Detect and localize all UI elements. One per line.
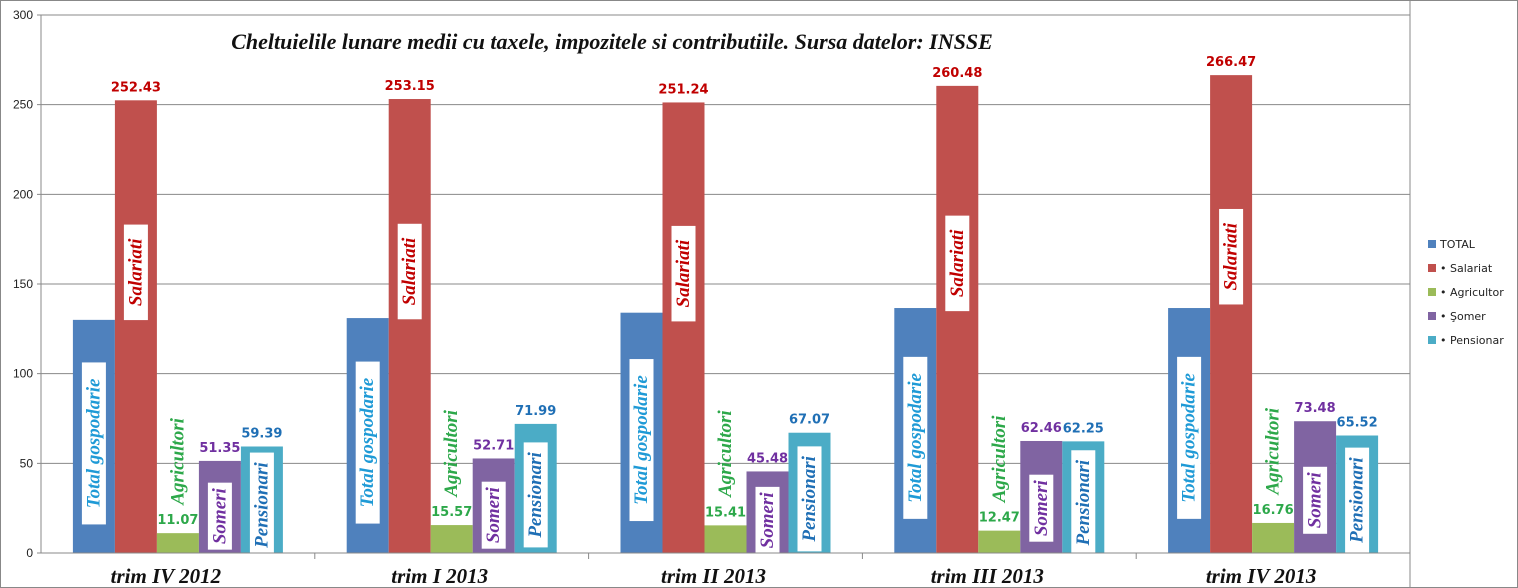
bar-inner-label: Pensionari (799, 455, 820, 542)
bar-label-box (523, 442, 548, 548)
bar-inner-label: Someri (209, 487, 230, 544)
bar-inner-label: Someri (757, 492, 778, 549)
bar-inner-label: Pensionari (1347, 457, 1368, 544)
bar-salariat (1210, 75, 1253, 554)
bar-label-box (123, 224, 148, 321)
bar-inner-label: Someri (483, 486, 504, 543)
bar-label-box (1177, 356, 1202, 519)
legend-swatch (1428, 288, 1436, 296)
legend-entry: • Salariat (1440, 262, 1493, 275)
bar-inner-label: Total gospodarie (357, 377, 378, 507)
data-label: 12.47 (979, 511, 1020, 526)
bar-salariat (388, 99, 431, 553)
legend-swatch (1428, 336, 1436, 344)
y-tick-label: 150 (13, 277, 33, 291)
data-label: 45.48 (747, 451, 788, 466)
bar-label-box (355, 361, 380, 524)
bar-label-box (81, 362, 106, 525)
data-label: 16.76 (1253, 503, 1294, 518)
bar-inner-label: Pensionari (1073, 459, 1094, 546)
y-tick-label: 0 (26, 546, 33, 560)
bar-inner-label: Salariati (399, 237, 420, 305)
bar-label-box (671, 225, 696, 322)
x-category-label: trim II 2013 (661, 564, 766, 588)
bar-label-box (945, 215, 970, 312)
bar-salariat (662, 102, 705, 553)
bar-salariat (114, 100, 157, 553)
data-label: 253.15 (385, 79, 435, 94)
bar-inner-label: Agricultori (167, 417, 188, 505)
bar-inner-label: Salariati (125, 238, 146, 306)
y-tick-label: 300 (13, 8, 33, 22)
legend-swatch (1428, 312, 1436, 320)
bar-inner-label: Total gospodarie (1179, 372, 1200, 502)
data-label: 73.48 (1295, 401, 1336, 416)
bar-label-box (797, 446, 822, 552)
bar-inner-label: Someri (1305, 472, 1326, 529)
data-label: 252.43 (111, 80, 161, 95)
x-category-label: trim IV 2012 (111, 564, 222, 588)
x-category-label: trim III 2013 (931, 564, 1044, 588)
bar-label-box (1303, 466, 1328, 534)
data-label: 59.39 (241, 426, 282, 441)
chart-title: Cheltuielile lunare medii cu taxele, imp… (231, 29, 993, 54)
bar-inner-label: Pensionari (251, 462, 272, 549)
legend-swatch (1428, 240, 1436, 248)
legend-entry: TOTAL (1439, 238, 1476, 251)
legend-entry: • Şomer (1440, 310, 1486, 323)
bar-salariat (936, 85, 979, 554)
legend-swatch (1428, 264, 1436, 272)
bar-label-box (755, 486, 780, 554)
bar-inner-label: Salariati (1221, 222, 1242, 290)
data-label: 251.24 (658, 82, 708, 97)
bar-label-box (1071, 450, 1096, 556)
bar-agricultor (156, 533, 199, 553)
data-label: 15.41 (705, 505, 746, 520)
bar-inner-label: Someri (1031, 479, 1052, 536)
data-label: 62.46 (1021, 421, 1062, 436)
data-label: 67.07 (789, 413, 830, 428)
bar-agricultor (1252, 522, 1295, 553)
data-label: 266.47 (1206, 55, 1256, 70)
data-label: 52.71 (473, 438, 514, 453)
bar-label-box (1029, 474, 1054, 542)
data-label: 15.57 (431, 505, 472, 520)
bar-inner-label: Total gospodarie (631, 375, 652, 505)
legend-entry: • Pensionar (1440, 334, 1504, 347)
bar-inner-label: Agricultori (715, 410, 736, 498)
y-tick-label: 250 (13, 98, 33, 112)
bar-agricultor (430, 525, 473, 553)
bar-agricultor (978, 530, 1021, 553)
bar-inner-label: Agricultori (989, 415, 1010, 503)
bar-inner-label: Pensionari (525, 451, 546, 538)
y-tick-label: 50 (20, 456, 34, 470)
bar-inner-label: Total gospodarie (83, 378, 104, 508)
bar-inner-label: Agricultori (441, 409, 462, 497)
x-category-label: trim I 2013 (391, 564, 488, 588)
y-tick-label: 100 (13, 367, 33, 381)
bar-agricultor (704, 525, 747, 553)
bar-label-box (397, 223, 422, 320)
y-tick-label: 200 (13, 187, 33, 201)
data-label: 260.48 (932, 66, 982, 81)
data-label: 11.07 (157, 513, 198, 528)
bar-inner-label: Salariati (947, 229, 968, 297)
data-label: 65.52 (1337, 416, 1378, 431)
data-label: 71.99 (515, 404, 556, 419)
bar-inner-label: Total gospodarie (905, 372, 926, 502)
data-label: 51.35 (199, 441, 240, 456)
bar-label-box (1345, 447, 1370, 553)
bar-label-box (629, 359, 654, 522)
data-label: 62.25 (1063, 421, 1104, 436)
bar-label-box (903, 356, 928, 519)
bar-label-box (481, 481, 506, 549)
bar-label-box (207, 482, 232, 550)
x-category-label: trim IV 2013 (1206, 564, 1316, 588)
bar-label-box (1219, 208, 1244, 305)
bar-inner-label: Agricultori (1263, 407, 1284, 495)
legend-entry: • Agricultor (1440, 286, 1504, 299)
bar-inner-label: Salariati (673, 239, 694, 307)
bar-label-box (249, 452, 274, 558)
